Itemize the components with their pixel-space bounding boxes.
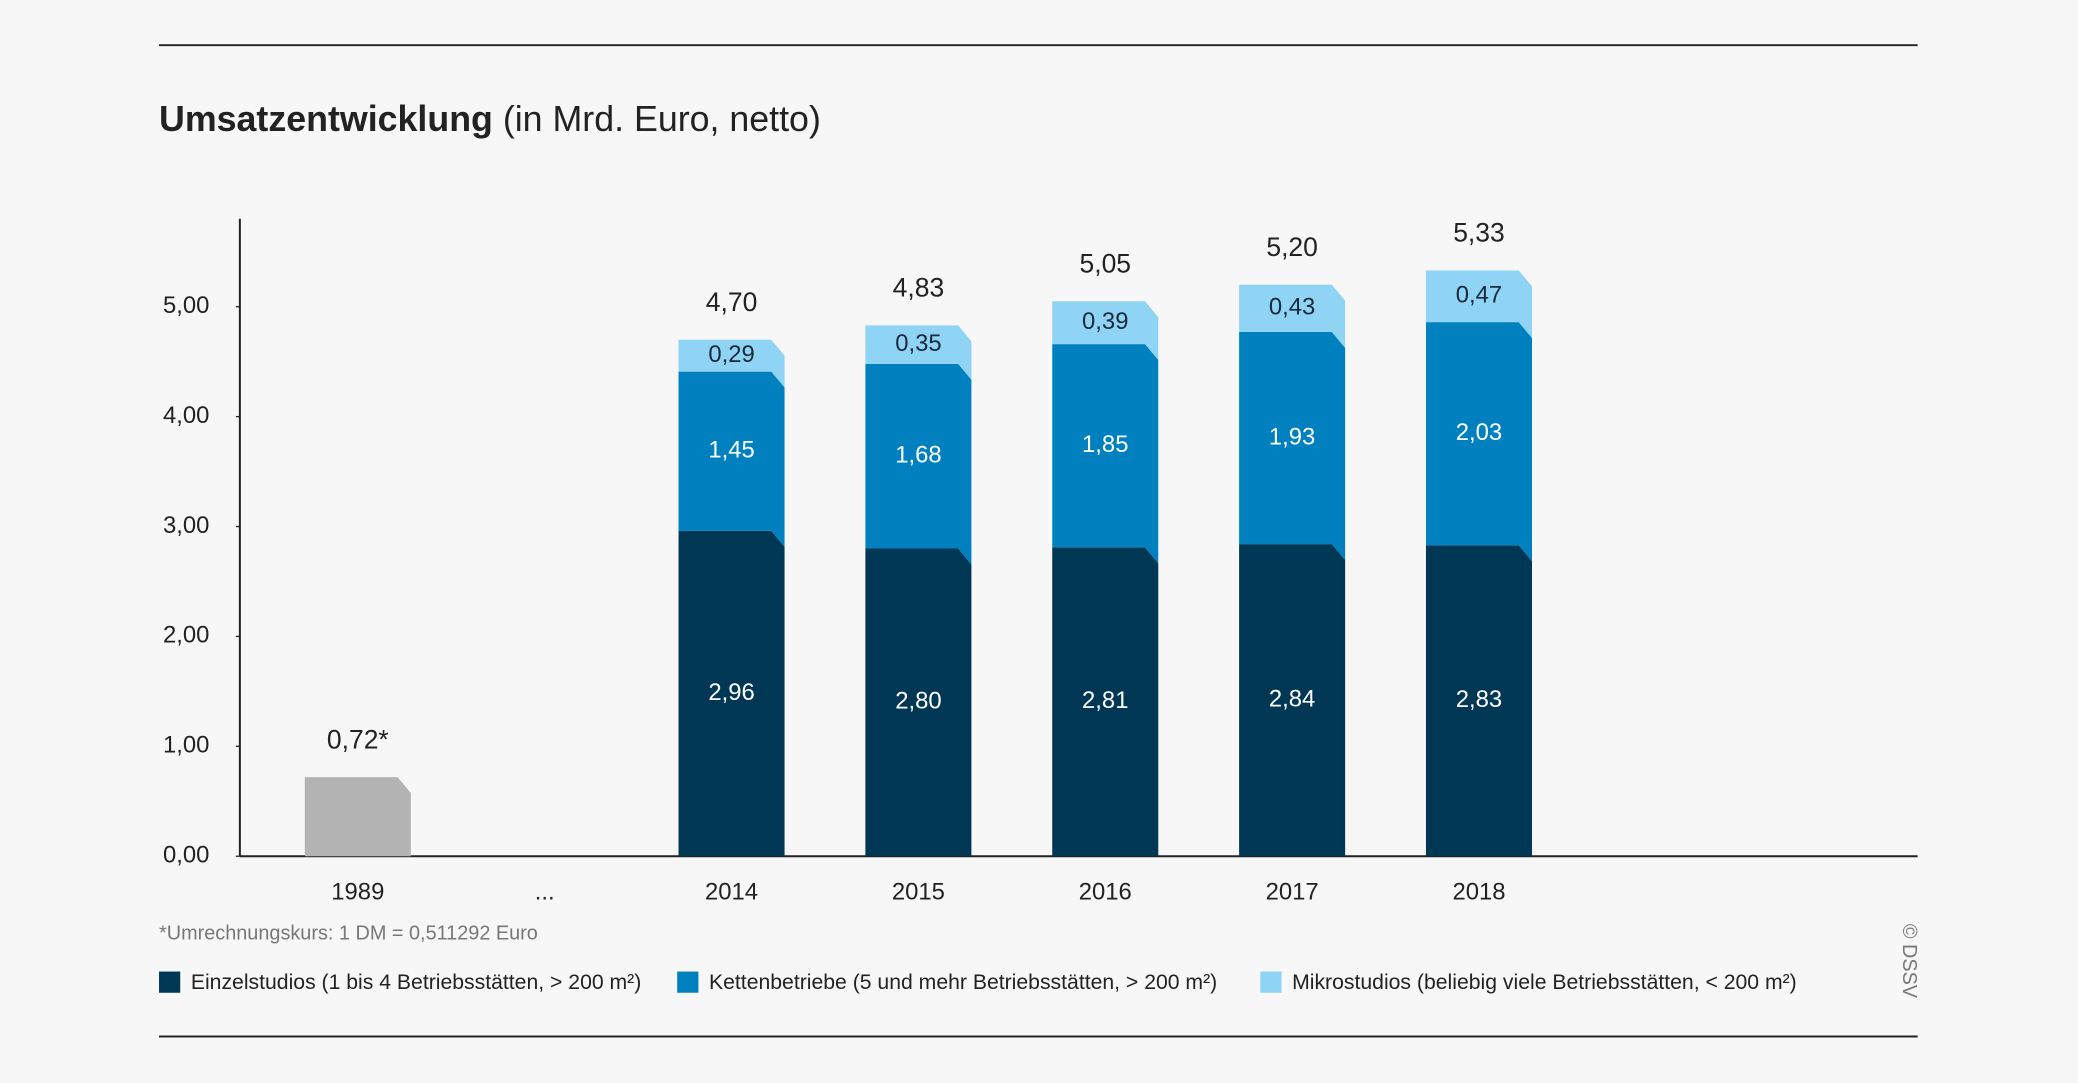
total-label: 4,70 xyxy=(706,287,758,317)
bar-segment xyxy=(865,325,972,380)
bar-segment xyxy=(1239,284,1346,348)
bar-segment xyxy=(1239,332,1346,561)
x-tick-label: 2014 xyxy=(705,879,758,906)
value-label: 2,80 xyxy=(895,688,941,715)
bar-segment xyxy=(678,339,785,388)
source: © DSSV xyxy=(1898,924,1920,999)
value-label: 0,43 xyxy=(1269,294,1315,321)
y-tick-label: 0,00 xyxy=(163,842,209,869)
value-label: 1,45 xyxy=(708,437,754,464)
legend-swatch xyxy=(1260,971,1282,993)
legend-label: Kettenbetriebe (5 und mehr Betriebsstätt… xyxy=(709,971,1217,994)
legend-label: Mikrostudios (beliebig viele Betriebsstä… xyxy=(1292,971,1797,994)
bar-segment xyxy=(1425,322,1532,562)
x-tick-label: 2015 xyxy=(892,879,945,906)
value-label: 0,29 xyxy=(708,341,754,368)
value-label: 2,96 xyxy=(708,679,754,706)
y-tick-label: 5,00 xyxy=(163,292,209,319)
y-tick-label: 4,00 xyxy=(163,402,209,429)
total-label: 5,05 xyxy=(1079,248,1131,278)
subtitle: (in Mrd. Euro, netto) xyxy=(503,100,821,140)
value-label: 1,68 xyxy=(895,441,941,468)
chart-title: Umsatzentwicklung (in Mrd. Euro, netto) xyxy=(159,100,821,140)
value-label: 1,93 xyxy=(1269,423,1315,450)
x-tick-label: 2016 xyxy=(1079,879,1132,906)
legend-swatch xyxy=(159,971,181,993)
total-label: 5,33 xyxy=(1453,218,1505,248)
bar-segment xyxy=(865,363,972,565)
value-label: 1,85 xyxy=(1082,431,1128,458)
value-label: 2,03 xyxy=(1456,419,1502,446)
y-tick-label: 1,00 xyxy=(163,732,209,759)
legend-swatch xyxy=(677,971,699,993)
bar xyxy=(304,777,411,857)
bar-segment xyxy=(1425,545,1532,857)
x-tick-label: 2018 xyxy=(1452,879,1505,906)
bar-segment xyxy=(865,548,972,857)
x-tick-label: 2017 xyxy=(1266,879,1319,906)
total-label: 5,20 xyxy=(1266,232,1318,262)
title: Umsatzentwicklung xyxy=(159,100,493,140)
bar-segment xyxy=(1425,270,1532,339)
value-label: 0,39 xyxy=(1082,308,1128,335)
value-label: 2,84 xyxy=(1269,685,1315,712)
bar-segment xyxy=(1052,344,1159,564)
value-label: 0,47 xyxy=(1456,282,1502,309)
bar-segment xyxy=(1052,547,1159,857)
bar-segment xyxy=(1239,544,1346,857)
y-tick-label: 3,00 xyxy=(163,512,209,539)
y-tick-label: 2,00 xyxy=(163,622,209,649)
x-tick-label: ... xyxy=(535,879,555,906)
legend-label: Einzelstudios (1 bis 4 Betriebsstätten, … xyxy=(191,971,641,994)
bar-segment xyxy=(1052,301,1159,360)
value-label: 0,35 xyxy=(895,330,941,357)
bar-segment xyxy=(678,530,785,857)
bar-segment xyxy=(678,371,785,547)
value-label: 2,83 xyxy=(1456,686,1502,713)
total-label: 0,72* xyxy=(327,724,389,754)
total-label: 4,83 xyxy=(893,273,945,303)
x-tick-label: 1989 xyxy=(331,879,384,906)
value-label: 2,81 xyxy=(1082,687,1128,714)
footnote: *Umrechnungskurs: 1 DM = 0,511292 Euro xyxy=(159,923,538,945)
